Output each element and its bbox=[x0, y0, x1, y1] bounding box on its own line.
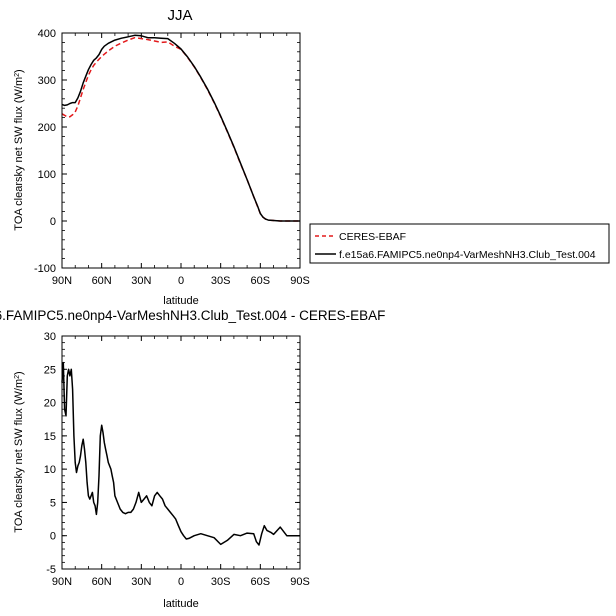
bottom-series-line-0 bbox=[61, 361, 300, 546]
top-x-tick-label: 30N bbox=[131, 275, 151, 287]
bottom-y-tick-label: 30 bbox=[44, 331, 56, 343]
bottom-y-tick-label: 15 bbox=[44, 431, 56, 443]
top-x-tick-label: 30S bbox=[211, 275, 231, 287]
bottom-chart-title: 6.FAMIPC5.ne0np4-VarMeshNH3.Club_Test.00… bbox=[0, 308, 385, 323]
bottom-x-tick-label: 30S bbox=[211, 576, 231, 588]
bottom-x-tick-label: 90N bbox=[52, 576, 72, 588]
bottom-chart-series bbox=[61, 361, 300, 546]
bottom-x-tick-label: 30N bbox=[131, 576, 151, 588]
bottom-x-tick-label: 90S bbox=[290, 576, 310, 588]
top-chart-ylabel: TOA clearsky net SW flux (W/m2) bbox=[13, 69, 25, 230]
bottom-y-tick-label: 20 bbox=[44, 398, 56, 410]
bottom-y-tick-label: -5 bbox=[46, 564, 56, 576]
top-x-tick-label: 60S bbox=[251, 275, 271, 287]
top-chart-xlabel: latitude bbox=[163, 295, 198, 307]
top-x-tick-label: 0 bbox=[178, 275, 184, 287]
bottom-y-tick-label: 25 bbox=[44, 364, 56, 376]
top-y-tick-label: 200 bbox=[38, 122, 56, 134]
legend-label-model: f.e15a6.FAMIPC5.ne0np4-VarMeshNH3.Club_T… bbox=[339, 249, 596, 261]
top-series-line-1 bbox=[61, 34, 300, 222]
legend-box bbox=[309, 223, 610, 264]
top-x-tick-label: 60N bbox=[92, 275, 112, 287]
top-x-tick-label: 90S bbox=[290, 275, 310, 287]
top-y-tick-label: 400 bbox=[38, 28, 56, 40]
bottom-x-tick-label: 60N bbox=[92, 576, 112, 588]
bottom-chart-panel: 6.FAMIPC5.ne0np4-VarMeshNH3.Club_Test.00… bbox=[0, 308, 385, 610]
top-chart-frame bbox=[61, 32, 301, 269]
top-y-tick-label: -100 bbox=[34, 263, 56, 275]
legend-label-ceres: CERES-EBAF bbox=[339, 231, 406, 243]
top-chart-ticks: 90N 60N 30N 0 30S 60S 90S -100 0 100 200 300 400 bbox=[34, 28, 310, 287]
bottom-chart-ticks: 90N 60N 30N 0 30S 60S 90S -5 0 5 10 15 20 25 30 bbox=[44, 331, 310, 588]
top-y-tick-label: 0 bbox=[50, 216, 56, 228]
bottom-y-tick-label: 10 bbox=[44, 464, 56, 476]
bottom-chart-ylabel: TOA clearsky net SW flux (W/m2) bbox=[13, 371, 25, 532]
top-y-tick-label: 100 bbox=[38, 169, 56, 181]
chart-legend: CERES-EBAF f.e15a6.FAMIPC5.ne0np4-VarMes… bbox=[309, 223, 610, 264]
bottom-x-tick-label: 60S bbox=[251, 576, 271, 588]
bottom-chart-xlabel: latitude bbox=[163, 598, 198, 610]
top-x-tick-label: 90N bbox=[52, 275, 72, 287]
top-chart-series bbox=[61, 34, 300, 222]
top-chart-panel: JJA 90N 60N 30N 0 30S 60S 90S -100 0 100 200 300 400… bbox=[13, 7, 310, 307]
bottom-chart-frame bbox=[61, 335, 301, 570]
bottom-y-tick-label: 5 bbox=[50, 497, 56, 509]
top-chart-title: JJA bbox=[167, 7, 192, 24]
bottom-x-tick-label: 0 bbox=[178, 576, 184, 588]
bottom-y-tick-label: 0 bbox=[50, 531, 56, 543]
top-series-line-0 bbox=[61, 36, 300, 222]
top-y-tick-label: 300 bbox=[38, 75, 56, 87]
